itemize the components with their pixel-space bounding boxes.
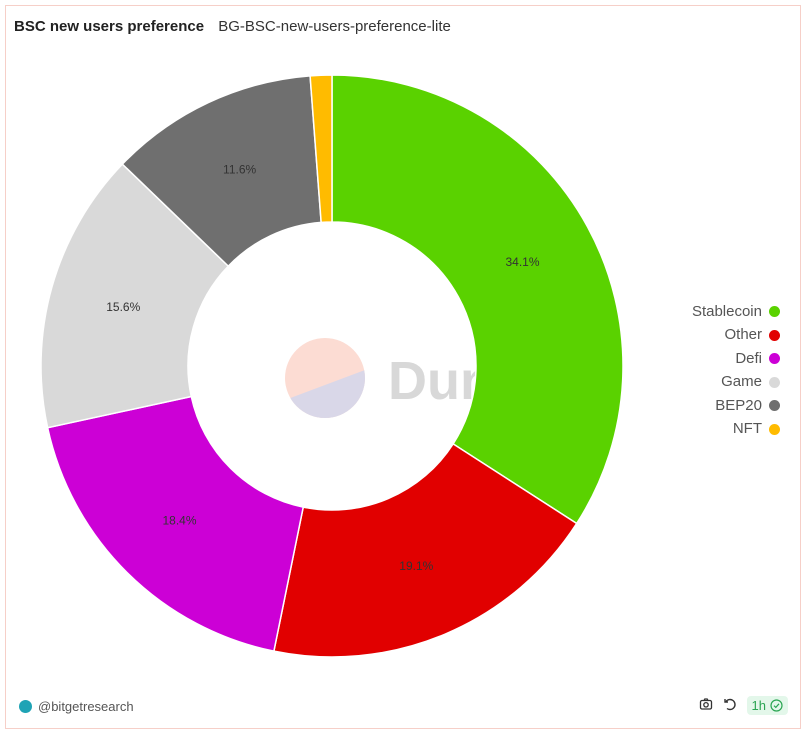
data-label-game: 15.6% xyxy=(106,300,140,314)
legend: Stablecoin Other Defi Game BEP20 NFT xyxy=(692,300,780,441)
author-name: @bitgetresearch xyxy=(38,699,134,714)
footer-actions: 1h xyxy=(699,696,788,715)
legend-swatch xyxy=(769,353,780,365)
legend-item-game[interactable]: Game xyxy=(692,371,780,395)
author-avatar xyxy=(19,700,32,713)
query-name[interactable]: BG-BSC-new-users-preference-lite xyxy=(218,18,451,35)
data-label-bep20: 11.6% xyxy=(223,163,256,177)
legend-item-other[interactable]: Other xyxy=(692,324,780,348)
check-circle-icon xyxy=(770,699,783,712)
slice-defi[interactable] xyxy=(46,395,305,653)
legend-item-stablecoin[interactable]: Stablecoin xyxy=(692,300,780,324)
chart-header: BSC new users preference BG-BSC-new-user… xyxy=(14,18,451,35)
chart-title: BSC new users preference xyxy=(14,18,205,35)
slice-other[interactable] xyxy=(272,442,578,658)
slice-stablecoin[interactable] xyxy=(331,74,624,525)
slice-game[interactable] xyxy=(40,163,230,429)
legend-label: Stablecoin xyxy=(691,302,762,320)
legend-swatch xyxy=(769,329,780,341)
refresh-icon[interactable] xyxy=(723,697,737,714)
legend-swatch xyxy=(769,376,780,388)
legend-label: Game xyxy=(721,373,762,391)
refresh-interval: 1h xyxy=(751,698,766,713)
data-label-stablecoin: 34.1% xyxy=(505,255,539,269)
legend-label: NFT xyxy=(732,420,762,438)
legend-swatch xyxy=(769,306,780,318)
legend-item-bep20[interactable]: BEP20 xyxy=(692,394,780,418)
slice-nft[interactable] xyxy=(309,74,333,224)
watermark-logo-bottom xyxy=(285,370,365,418)
legend-label: Defi xyxy=(735,349,762,367)
legend-label: BEP20 xyxy=(715,396,762,414)
legend-label: Other xyxy=(724,326,762,344)
author[interactable]: @bitgetresearch xyxy=(19,699,134,714)
legend-swatch xyxy=(769,423,780,435)
camera-icon[interactable] xyxy=(699,697,713,714)
data-label-defi: 18.4% xyxy=(163,513,197,527)
data-label-other: 19.1% xyxy=(399,559,433,573)
legend-item-defi[interactable]: Defi xyxy=(692,347,780,371)
legend-item-nft[interactable]: NFT xyxy=(692,418,780,442)
refresh-badge[interactable]: 1h xyxy=(746,696,788,715)
legend-swatch xyxy=(769,400,780,412)
